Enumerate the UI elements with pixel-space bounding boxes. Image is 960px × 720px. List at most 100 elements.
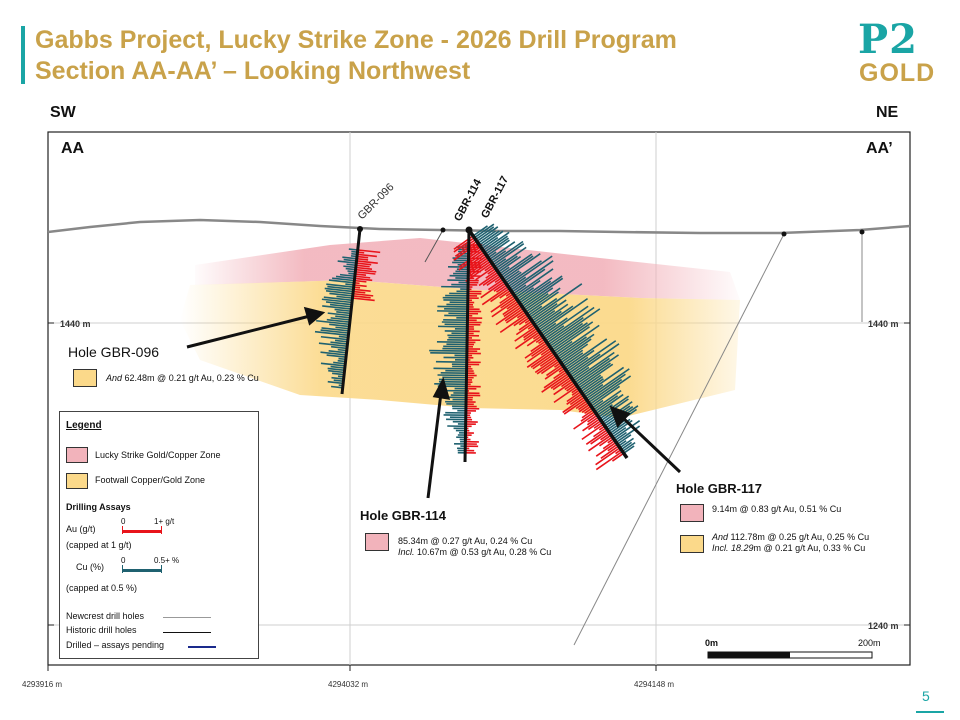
cu-assay-bar — [488, 241, 516, 261]
au-assay-bar — [587, 414, 598, 423]
cu-assay-bar — [559, 338, 592, 362]
au-assay-bar — [458, 251, 485, 271]
cu-assay-bar — [591, 399, 604, 409]
au-assay-bar — [515, 331, 541, 350]
cu-assay-bar — [540, 322, 557, 335]
legend-zone-2: Footwall Copper/Gold Zone — [95, 475, 206, 485]
au-assay-bar — [580, 410, 596, 422]
cu-assay-bar — [334, 308, 352, 313]
newcrest-hole — [573, 233, 785, 646]
cu-assay-bar — [497, 255, 522, 273]
au-assay-bar — [566, 383, 577, 392]
au-assay-bar — [514, 325, 537, 342]
cu-assay-bar — [541, 317, 568, 337]
cu-assay-bar — [329, 323, 350, 328]
legend-swatch-lucky — [66, 447, 88, 463]
au-assay-bar — [475, 266, 495, 281]
au-assay-bar — [353, 290, 366, 294]
au-assay-bar — [607, 443, 618, 452]
cu-assay-bar — [569, 353, 601, 377]
cu-assay-bar — [337, 260, 357, 264]
cu-assay-bar — [492, 243, 525, 266]
cu-assay-bar — [526, 291, 559, 315]
easting-1: 4293916 m — [22, 680, 62, 689]
easting-2: 4294032 m — [328, 680, 368, 689]
au-assay-bar — [524, 342, 548, 359]
cu-assay-bar — [589, 375, 632, 405]
au-assay-bar — [487, 278, 504, 291]
cu-assay-bar — [519, 280, 552, 304]
au-assay-bar — [495, 284, 508, 293]
cu-assay-bar — [483, 235, 508, 253]
cu-assay-bar — [343, 258, 357, 262]
au-assay-bar — [500, 296, 517, 309]
au-assay-bar — [534, 356, 558, 374]
elev-1440-right: 1440 m — [868, 319, 899, 329]
cu-assay-bar — [613, 420, 641, 440]
cu-assay-bar — [429, 349, 467, 352]
au-assay-bar — [600, 432, 611, 441]
au-assay-bar — [578, 403, 591, 413]
au-assay-bar — [577, 401, 590, 411]
direction-sw: SW — [50, 104, 76, 121]
cu-assay-bar — [520, 275, 563, 306]
au-assay-bar — [562, 396, 586, 414]
cu-assay-bar — [547, 308, 601, 346]
cu-assay-bar — [564, 338, 608, 369]
cu-assay-bar — [510, 260, 554, 291]
au-assay-bar — [599, 436, 613, 447]
gbr-114-collar-label: GBR-114 — [452, 177, 485, 224]
cu-assay-bar — [320, 362, 346, 367]
cu-assay-bar — [318, 342, 348, 348]
au-assay-bar — [531, 343, 549, 357]
cu-assay-bar — [513, 268, 554, 297]
logo-p2: P2 — [858, 16, 918, 63]
au-assay-bar — [506, 300, 519, 310]
p2-gold-logo: P2 GOLD — [856, 18, 946, 88]
gbr-114-trace — [463, 229, 471, 463]
au-assay-bar — [352, 295, 371, 299]
cu-assay-bar — [482, 231, 510, 252]
au-assay-bar — [484, 264, 494, 272]
au-assay-bar — [523, 327, 538, 339]
cu-assay-bar — [332, 372, 345, 376]
au-assay-bar — [516, 311, 527, 319]
au-assay-bar — [357, 253, 377, 258]
au-assay-bar — [539, 354, 557, 367]
cu-assay-bar — [531, 302, 558, 322]
cu-assay-bar — [330, 365, 346, 369]
au-assay-bar — [481, 286, 509, 306]
cu-assay-bar — [327, 367, 346, 372]
cu-assay-bar — [561, 349, 584, 366]
au-assay-bar — [595, 450, 623, 471]
gbr-096-collar-label: GBR-096 — [356, 181, 397, 222]
cu-assay-bar — [430, 351, 467, 355]
au-assay-bar — [490, 287, 510, 303]
callout-arrows — [186, 306, 682, 499]
gbr-117-label: Hole GBR-117 — [676, 481, 762, 496]
cu-assay-bar — [539, 297, 589, 333]
gbr-117-swatch-lucky — [680, 504, 704, 522]
cu-assay-bar — [617, 434, 632, 445]
cu-assay-bar — [316, 319, 351, 326]
cu-assay-bar — [535, 303, 569, 328]
cu-assay-bar — [562, 352, 584, 367]
au-assay-bar — [563, 398, 587, 415]
cu-assay-bar — [566, 356, 589, 373]
logo-gold: GOLD — [859, 59, 936, 87]
cu-assay-bar — [328, 350, 348, 354]
cu-assay-bar — [614, 431, 627, 442]
cu-assay-bar — [584, 383, 604, 398]
au-assay-bar — [566, 390, 582, 403]
gbr-114-assay-1: 85.34m @ 0.27 g/t Au, 0.24 % Cu — [398, 536, 533, 546]
cu-assay-bar — [477, 230, 496, 244]
au-assay-bar — [486, 275, 502, 287]
legend-au-cap: (capped at 1 g/t) — [66, 540, 132, 550]
cu-assay-bar — [571, 366, 590, 380]
legend-au-label: Au (g/t) — [66, 524, 96, 534]
cu-assay-bar — [478, 230, 500, 246]
au-assay-bar — [560, 378, 573, 388]
au-assay-bar — [499, 289, 512, 299]
cu-assay-bar — [335, 326, 350, 330]
legend-au-bar — [122, 530, 162, 533]
